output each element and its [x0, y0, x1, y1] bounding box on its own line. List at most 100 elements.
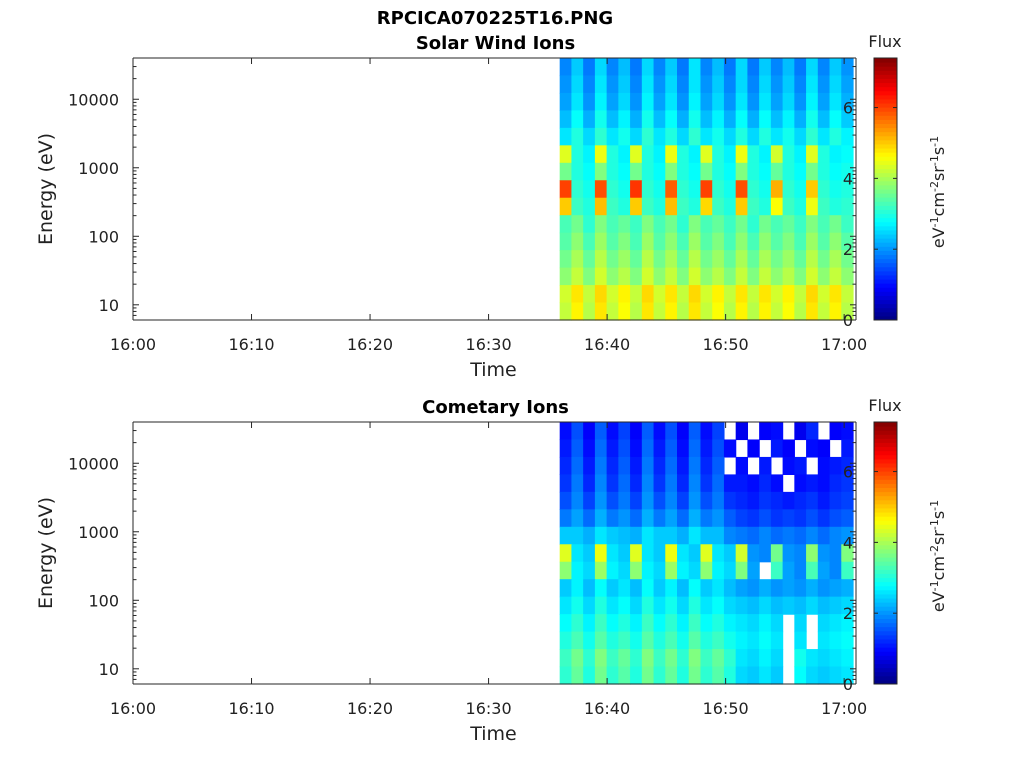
heatmap-cell [618, 491, 631, 510]
heatmap-cell [770, 491, 784, 510]
heatmap-cell [630, 456, 643, 475]
heatmap-cell [571, 649, 584, 668]
heatmap-cell [782, 232, 795, 251]
heatmap-cell [841, 544, 854, 563]
x-tick-label: 16:10 [228, 699, 274, 718]
heatmap-cell [618, 162, 631, 181]
colorbar-segment [874, 58, 897, 63]
heatmap-cell [571, 232, 584, 251]
heatmap-cell [700, 666, 713, 685]
colorbar-segment [874, 540, 897, 546]
colorbar-segment [874, 438, 897, 443]
heatmap-cell [794, 422, 807, 441]
heatmap-cell [583, 509, 596, 528]
heatmap-cell [782, 544, 795, 563]
heatmap-cells [559, 422, 854, 685]
colorbar-segment [874, 434, 897, 439]
heatmap-cell [665, 579, 678, 598]
y-axis-label: Energy (eV) [35, 133, 57, 245]
heatmap-cell [630, 649, 643, 668]
heatmap-cell [618, 474, 631, 493]
heatmap-cell [606, 302, 619, 321]
heatmap-cell [770, 474, 784, 493]
heatmap-cell [583, 75, 596, 94]
heatmap-cell [665, 250, 678, 269]
heatmap-cell [735, 285, 749, 304]
heatmap-cell [571, 162, 584, 181]
heatmap-cell [700, 456, 713, 475]
heatmap-cell [630, 110, 643, 129]
heatmap-cell [665, 526, 678, 545]
colorbar-title: Flux [868, 32, 901, 51]
heatmap-cell [759, 666, 772, 685]
heatmap-cell [653, 92, 666, 111]
heatmap-cell [806, 145, 819, 164]
heatmap-cell [782, 596, 795, 615]
colorbar-segment [874, 250, 897, 255]
x-tick-label: 17:00 [821, 699, 867, 718]
heatmap-cell [594, 509, 608, 528]
heatmap-cell [712, 180, 725, 199]
heatmap-cell [653, 631, 666, 650]
heatmap-cell [618, 75, 631, 94]
colorbar-segment [874, 152, 897, 157]
heatmap-cell [653, 267, 666, 286]
heatmap-cell [782, 92, 795, 111]
colorbar-segment [874, 164, 897, 170]
heatmap-cell [829, 649, 842, 668]
heatmap-cell [641, 58, 655, 77]
heatmap-cell [829, 162, 842, 181]
heatmap-cell [571, 180, 584, 199]
heatmap-cell [782, 285, 795, 304]
heatmap-cell [723, 145, 737, 164]
heatmap-cell [606, 250, 619, 269]
heatmap-cell [594, 285, 608, 304]
colorbar-segment [874, 565, 897, 570]
heatmap-cell [723, 649, 737, 668]
heatmap-cell [712, 596, 725, 615]
heatmap-cell [747, 162, 760, 181]
colorbar-segment [874, 242, 897, 247]
heatmap-cell [841, 250, 854, 269]
heatmap-cell [618, 649, 631, 668]
heatmap-cell [747, 474, 760, 493]
heatmap-cell [630, 491, 643, 510]
heatmap-cell [583, 579, 596, 598]
heatmap-cell [770, 197, 784, 216]
colorbar-segment [874, 234, 897, 239]
heatmap-cell [829, 509, 842, 528]
heatmap-cell [759, 526, 772, 545]
heatmap-cell [688, 110, 702, 129]
heatmap-cell [641, 197, 655, 216]
heatmap-cell [641, 666, 655, 685]
heatmap-cell [806, 561, 819, 580]
heatmap-cell [829, 215, 842, 234]
heatmap-cell [829, 666, 842, 685]
heatmap-cell [677, 250, 690, 269]
heatmap-cell [770, 561, 784, 580]
heatmap-cell [712, 250, 725, 269]
colorbar-segment [874, 148, 897, 153]
heatmap-cell [653, 474, 666, 493]
colorbar-tick-label: 6 [843, 99, 853, 118]
heatmap-cell [594, 127, 608, 146]
heatmap-cell [794, 631, 807, 650]
heatmap-cell [688, 232, 702, 251]
colorbar-segment [874, 655, 897, 660]
heatmap-cell [782, 491, 795, 510]
heatmap-cell [794, 579, 807, 598]
heatmap-cell [677, 649, 690, 668]
heatmap-cell [817, 544, 831, 563]
heatmap-cell [770, 302, 784, 321]
heatmap-cell [770, 614, 784, 633]
heatmap-cell [606, 474, 619, 493]
heatmap-cell [559, 302, 573, 321]
heatmap-cell [571, 579, 584, 598]
x-tick-label: 16:50 [703, 699, 749, 718]
heatmap-cell [618, 631, 631, 650]
heatmap-cell [723, 474, 737, 493]
heatmap-cell [677, 92, 690, 111]
heatmap-cell [641, 285, 655, 304]
heatmap-cell [606, 631, 619, 650]
heatmap-cell [618, 145, 631, 164]
